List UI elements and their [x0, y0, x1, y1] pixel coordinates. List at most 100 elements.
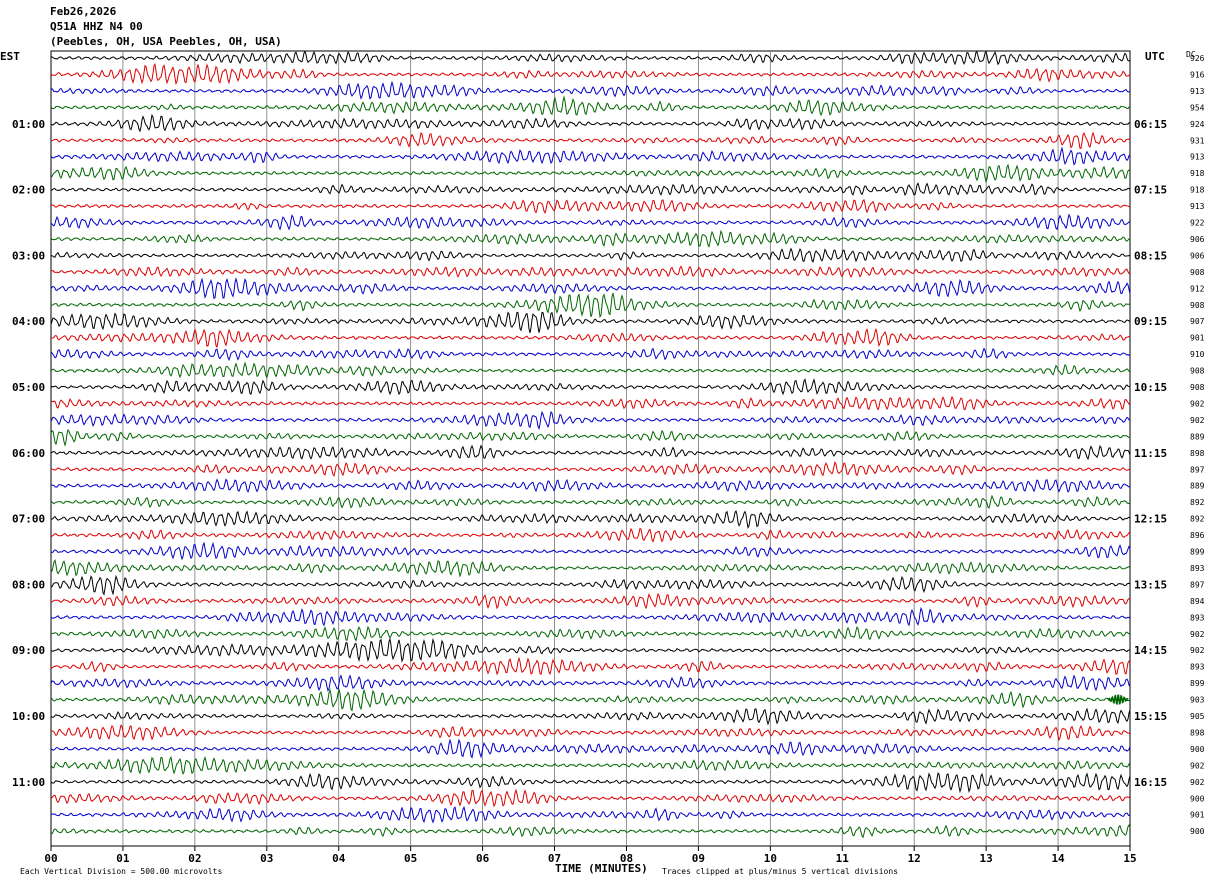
x-tick-label: 07 — [548, 852, 561, 865]
trace-line — [50, 146, 1131, 166]
trace-line — [50, 198, 1131, 215]
chart-station: Q51A HHZ N4 00 — [50, 20, 143, 33]
trace-line — [50, 311, 1131, 334]
trace-line — [50, 756, 1131, 775]
chart-location: (Peebles, OH, USA Peebles, OH, USA) — [50, 35, 282, 48]
event-burst — [1107, 694, 1129, 705]
est-hour-label: 06:00 — [12, 447, 45, 460]
trace-line — [50, 95, 1131, 117]
trace-line — [50, 113, 1131, 133]
dc-offset-label: 905 — [1190, 712, 1205, 721]
trace-line — [50, 674, 1131, 692]
dc-offset-label: 913 — [1190, 87, 1205, 96]
trace-line — [50, 772, 1131, 794]
dc-offset-label: 910 — [1190, 350, 1205, 359]
dc-offset-label: 900 — [1190, 794, 1205, 803]
trace-line — [50, 541, 1131, 561]
dc-offset-label: 924 — [1190, 120, 1205, 129]
right-timezone-label: UTC — [1145, 50, 1165, 63]
clip-note: Traces clipped at plus/minus 5 vertical … — [662, 867, 899, 876]
est-hour-label: 03:00 — [12, 249, 45, 262]
utc-hour-label: 09:15 — [1134, 315, 1167, 328]
trace-line — [50, 574, 1131, 596]
dc-offset-label: 926 — [1190, 54, 1205, 63]
trace-line — [50, 494, 1131, 509]
utc-hour-label: 12:15 — [1134, 513, 1167, 526]
trace-line — [50, 361, 1131, 379]
est-hour-label: 04:00 — [12, 315, 45, 328]
dc-offset-label: 897 — [1190, 465, 1205, 474]
dc-offset-label: 913 — [1190, 153, 1205, 162]
trace-line — [50, 805, 1131, 824]
dc-offset-label: 893 — [1190, 613, 1205, 622]
dc-offset-label: 901 — [1190, 334, 1205, 343]
x-tick-label: 12 — [908, 852, 921, 865]
trace-line — [50, 687, 1131, 712]
trace-line — [50, 788, 1131, 808]
dc-offset-label: 908 — [1190, 301, 1205, 310]
dc-offset-label: 918 — [1190, 169, 1205, 178]
utc-hour-label: 13:15 — [1134, 578, 1167, 591]
trace-line — [50, 592, 1131, 610]
trace-line — [50, 131, 1131, 149]
trace-line — [50, 247, 1131, 263]
dc-offset-label: 900 — [1190, 827, 1205, 836]
utc-hour-label: 15:15 — [1134, 710, 1167, 723]
trace-line — [50, 606, 1131, 627]
dc-offset-label: 892 — [1190, 498, 1205, 507]
trace-line — [50, 292, 1131, 319]
left-timezone-label: EST — [0, 50, 20, 63]
dc-offset-label: 913 — [1190, 202, 1205, 211]
dc-offset-label: 902 — [1190, 416, 1205, 425]
dc-offset-label: 889 — [1190, 482, 1205, 491]
axis-labels: 00 01 02 03 04 05 06 07 08 09 10 11 12 13 14 15 926 916 91… — [12, 54, 1205, 865]
dc-offset-label: 894 — [1190, 597, 1205, 606]
x-axis-title: TIME (MINUTES) — [555, 862, 648, 875]
dc-offset-label: 889 — [1190, 432, 1205, 441]
dc-offset-label: 906 — [1190, 251, 1205, 260]
x-tick-label: 11 — [836, 852, 850, 865]
dc-offset-label: 954 — [1190, 103, 1205, 112]
x-tick-label: 06 — [476, 852, 490, 865]
dc-offset-label: 900 — [1190, 745, 1205, 754]
chart-date: Feb26,2026 — [50, 5, 117, 18]
trace-line — [50, 707, 1131, 726]
est-hour-label: 01:00 — [12, 118, 45, 131]
utc-hour-label: 14:15 — [1134, 644, 1167, 657]
dc-offset-label: 902 — [1190, 761, 1205, 770]
dc-offset-label: 906 — [1190, 235, 1205, 244]
utc-hour-label: 06:15 — [1134, 118, 1167, 131]
trace-line — [50, 637, 1131, 663]
dc-offset-label: 901 — [1190, 811, 1205, 820]
trace-line — [50, 738, 1131, 759]
trace-line — [50, 724, 1131, 742]
est-hour-label: 05:00 — [12, 381, 45, 394]
dc-offset-label: 908 — [1190, 367, 1205, 376]
trace-line — [50, 276, 1131, 300]
trace-line — [50, 625, 1131, 642]
trace-line — [50, 527, 1131, 543]
dc-offset-label: 896 — [1190, 531, 1205, 540]
dc-offset-label: 898 — [1190, 728, 1205, 737]
trace-line — [50, 824, 1131, 839]
utc-hour-label: 10:15 — [1134, 381, 1167, 394]
dc-offset-label: 908 — [1190, 268, 1205, 277]
utc-hour-label: 07:15 — [1134, 184, 1167, 197]
est-hour-label: 10:00 — [12, 710, 45, 723]
dc-offset-label: 893 — [1190, 663, 1205, 672]
x-tick-label: 02 — [188, 852, 201, 865]
est-hour-label: 09:00 — [12, 644, 45, 657]
est-hour-label: 02:00 — [12, 184, 45, 197]
dc-offset-label: 916 — [1190, 70, 1205, 79]
trace-line — [50, 80, 1131, 100]
trace-line — [50, 378, 1131, 396]
dc-offset-label: 918 — [1190, 186, 1205, 195]
dc-offset-label: 893 — [1190, 564, 1205, 573]
x-tick-label: 05 — [404, 852, 417, 865]
dc-offset-label: 899 — [1190, 548, 1205, 557]
trace-line — [50, 213, 1131, 231]
dc-offset-label: 898 — [1190, 449, 1205, 458]
trace-line — [50, 478, 1131, 493]
dc-offset-label: 902 — [1190, 630, 1205, 639]
trace-line — [50, 347, 1131, 361]
